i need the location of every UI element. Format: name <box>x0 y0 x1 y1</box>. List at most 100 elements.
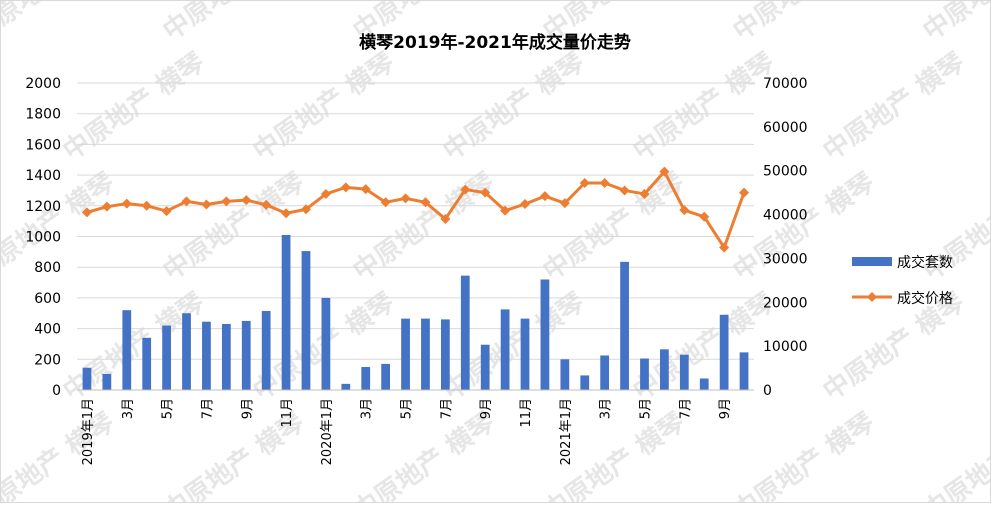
legend: 成交套数 成交价格 <box>852 254 953 307</box>
x-tick-label: 9月 <box>240 398 255 419</box>
line-point <box>101 201 112 212</box>
line-point <box>340 182 351 193</box>
watermark-text: 中原地产 横琴 <box>918 1 990 47</box>
line-point <box>739 187 750 198</box>
left-y-tick-label: 1600 <box>25 137 61 153</box>
bar <box>301 251 311 390</box>
line-point <box>520 199 531 210</box>
x-tick-label: 5月 <box>638 398 653 419</box>
line-point <box>121 198 132 209</box>
line-point <box>639 188 650 199</box>
left-y-tick-label: 800 <box>34 260 61 276</box>
line-point <box>400 193 411 204</box>
line-point <box>81 207 92 218</box>
line-point <box>420 197 431 208</box>
bar-series-成交套数 <box>82 234 749 390</box>
line-point <box>141 200 152 211</box>
line-point <box>480 187 491 198</box>
bar <box>679 354 689 390</box>
watermark-text: 中原地产 横琴 <box>728 167 880 286</box>
right-y-axis: 0 10000 20000 30000 40000 50000 60000 70000 <box>763 76 808 399</box>
line-point <box>320 188 331 199</box>
watermark-text: 中原地产 横琴 <box>1 1 120 47</box>
line-point <box>281 208 292 219</box>
bar <box>241 320 251 390</box>
bar <box>381 363 391 390</box>
bar <box>640 358 649 390</box>
watermark-text: 中原地产 横琴 <box>628 47 780 166</box>
bar <box>401 318 410 390</box>
line-point <box>181 196 192 207</box>
bar <box>560 359 570 390</box>
legend-label-bar: 成交套数 <box>897 254 953 271</box>
right-y-tick-label: 10000 <box>763 339 808 355</box>
line-point <box>619 185 630 196</box>
watermark-text: 中原地产 横琴 <box>58 47 210 166</box>
left-y-tick-label: 600 <box>34 291 61 307</box>
bar <box>122 310 132 390</box>
x-tick-label: 2021年1月 <box>559 398 574 465</box>
watermark-text: 中原地产 横琴 <box>348 167 500 286</box>
bar <box>102 373 112 390</box>
right-y-tick-label: 30000 <box>763 251 808 267</box>
bar <box>341 383 351 390</box>
line-point <box>500 205 511 216</box>
watermark-text: 中原地产 横琴 <box>728 407 880 502</box>
watermark-text: 中原地产 横琴 <box>1 407 120 502</box>
line-point <box>719 242 730 253</box>
left-y-axis: 0 200 400 600 800 1000 1200 1400 1600 1800 2000 <box>25 76 61 399</box>
bar <box>660 349 669 390</box>
legend-label-line: 成交价格 <box>897 290 953 307</box>
x-tick-label: 2020年1月 <box>320 398 335 465</box>
watermark-text: 中原地产 横琴 <box>918 407 990 502</box>
x-tick-label: 3月 <box>360 398 375 419</box>
bar <box>221 323 231 390</box>
watermark-text: 中原地产 横琴 <box>728 1 880 47</box>
bar <box>142 337 152 390</box>
bar <box>600 355 610 390</box>
left-y-tick-label: 0 <box>52 383 61 399</box>
bar <box>82 367 92 390</box>
x-tick-label: 7月 <box>200 398 215 419</box>
line-point <box>380 197 391 208</box>
left-y-tick-label: 1200 <box>25 199 61 215</box>
line-point <box>360 184 371 195</box>
bar <box>480 344 490 390</box>
chart-title: 横琴2019年-2021年成交量价走势 <box>359 32 631 53</box>
line-point <box>440 213 451 224</box>
watermark-text: 中原地产 横琴 <box>818 47 970 166</box>
bar <box>162 325 171 390</box>
watermark-text: 中原地产 横琴 <box>248 47 400 166</box>
right-y-tick-label: 50000 <box>763 164 808 180</box>
x-tick-label: 7月 <box>678 398 693 419</box>
right-y-tick-label: 70000 <box>763 76 808 92</box>
bar <box>261 310 271 390</box>
x-tick-label: 3月 <box>599 398 614 419</box>
left-y-tick-label: 1400 <box>25 168 61 184</box>
x-tick-label: 7月 <box>439 398 454 419</box>
line-series-成交价格 <box>81 166 750 253</box>
right-y-tick-label: 60000 <box>763 120 808 136</box>
bar <box>520 318 530 390</box>
left-y-tick-label: 1000 <box>25 230 61 246</box>
legend-swatch-bar <box>852 257 892 266</box>
bar <box>182 313 191 390</box>
bar <box>500 309 510 390</box>
line-path <box>86 170 746 249</box>
x-tick-label: 9月 <box>479 398 494 419</box>
left-y-tick-label: 400 <box>34 322 61 338</box>
line-point <box>161 206 172 217</box>
bar <box>281 234 291 390</box>
x-axis: 2019年1月 3月 5月 7月 9月 11月 2020年1月 3月 5月 7月 9月 11月 2021… <box>77 389 754 465</box>
bar <box>620 261 629 390</box>
x-tick-label: 11月 <box>519 398 534 428</box>
bar <box>460 275 470 390</box>
line-point <box>599 177 610 188</box>
left-y-tick-label: 200 <box>34 352 61 368</box>
x-tick-label: 3月 <box>121 398 136 419</box>
bar <box>361 366 371 390</box>
x-tick-label: 5月 <box>400 398 415 419</box>
bar <box>202 321 211 390</box>
